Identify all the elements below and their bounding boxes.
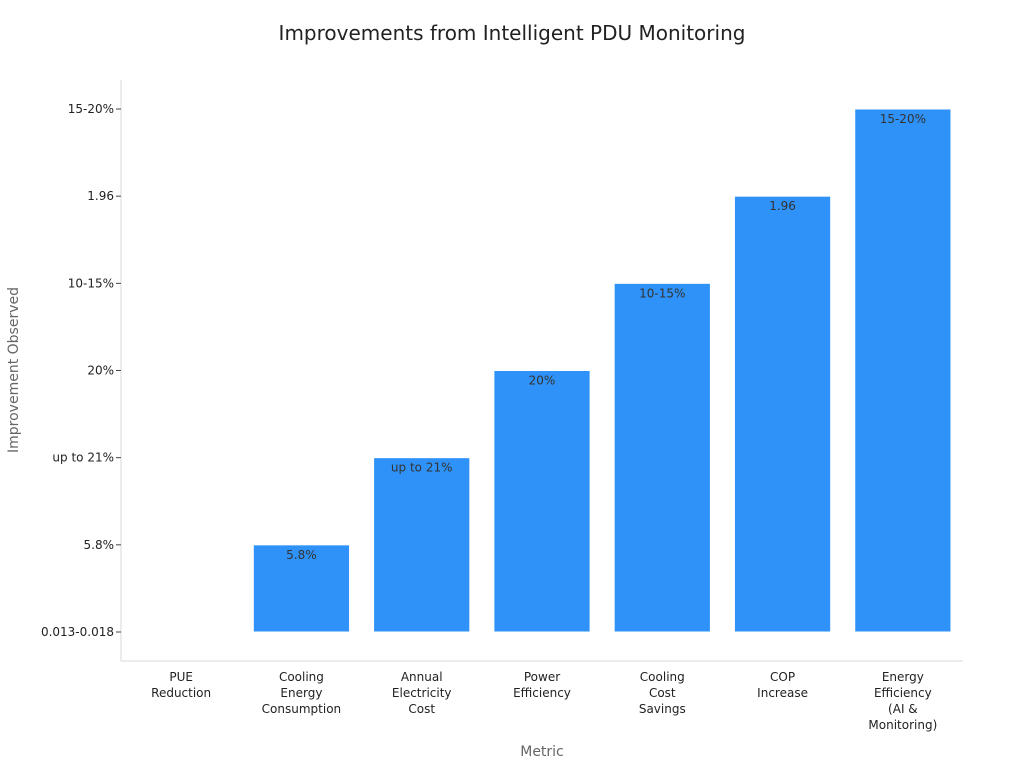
bar-value-label: 1.96 xyxy=(769,199,796,213)
x-tick-label-line: Energy xyxy=(882,670,924,684)
x-tick-label-line: Cost xyxy=(649,686,676,700)
y-tick-label: up to 21% xyxy=(52,451,114,465)
x-tick-label: Power Efficiency xyxy=(513,670,571,700)
y-tick-label: 20% xyxy=(87,364,114,378)
y-axis-ticks: 0.013-0.018 5.8% up to 21% 20% 10-15% 1.96 15-… xyxy=(41,102,121,639)
x-tick-label-line: Consumption xyxy=(262,702,341,716)
bar xyxy=(252,544,351,633)
x-tick-label-line: Monitoring) xyxy=(868,718,937,732)
x-tick-label-line: Efficiency xyxy=(874,686,932,700)
x-axis-title: Metric xyxy=(520,744,564,760)
x-tick-label-line: Efficiency xyxy=(513,686,571,700)
bar-data-labels: 5.8% up to 21% 20% 10-15% 1.96 15-20% xyxy=(286,112,926,562)
y-axis-title: Improvement Observed xyxy=(6,287,22,453)
bar xyxy=(373,457,471,633)
x-tick-label-line: Cost xyxy=(408,702,435,716)
y-tick-label: 5.8% xyxy=(84,538,115,552)
x-tick-label-line: Savings xyxy=(639,702,686,716)
bar xyxy=(493,370,591,633)
bar-value-label: up to 21% xyxy=(391,461,453,475)
y-tick-label: 0.013-0.018 xyxy=(41,625,114,639)
x-tick-label-line: Energy xyxy=(280,686,322,700)
bar-value-label: 20% xyxy=(529,374,556,388)
x-tick-label-line: PUE xyxy=(169,670,193,684)
x-tick-label: Cooling Cost Savings xyxy=(639,670,686,716)
bar xyxy=(733,195,832,633)
x-tick-label: Cooling Energy Consumption xyxy=(262,670,341,716)
x-axis-ticks: PUE Reduction Cooling Energy Consumption Annu… xyxy=(151,670,937,732)
x-tick-label-line: Reduction xyxy=(151,686,211,700)
bar-value-label: 5.8% xyxy=(286,548,317,562)
x-tick-label-line: Cooling xyxy=(279,670,324,684)
x-tick-label-line: Cooling xyxy=(640,670,685,684)
x-tick-label-line: Annual xyxy=(401,670,443,684)
x-tick-label-line: Electricity xyxy=(392,686,452,700)
bar-value-label: 10-15% xyxy=(639,286,685,300)
x-tick-label: Energy Efficiency (AI & Monitoring) xyxy=(868,670,937,732)
bar-value-label: 15-20% xyxy=(880,112,926,126)
bar xyxy=(854,108,952,633)
chart-title: Improvements from Intelligent PDU Monito… xyxy=(279,21,746,45)
x-tick-label-line: COP xyxy=(770,670,795,684)
x-tick-label-line: Increase xyxy=(757,686,808,700)
bars-group xyxy=(252,108,952,633)
x-tick-label: PUE Reduction xyxy=(151,670,211,700)
x-tick-label-line: Power xyxy=(524,670,560,684)
y-tick-label: 15-20% xyxy=(68,102,114,116)
x-tick-label: COP Increase xyxy=(757,670,808,700)
y-tick-label: 1.96 xyxy=(87,189,114,203)
x-tick-label: Annual Electricity Cost xyxy=(392,670,452,716)
y-tick-label: 10-15% xyxy=(68,276,114,290)
bar xyxy=(613,282,711,633)
x-tick-label-line: (AI & xyxy=(888,702,918,716)
